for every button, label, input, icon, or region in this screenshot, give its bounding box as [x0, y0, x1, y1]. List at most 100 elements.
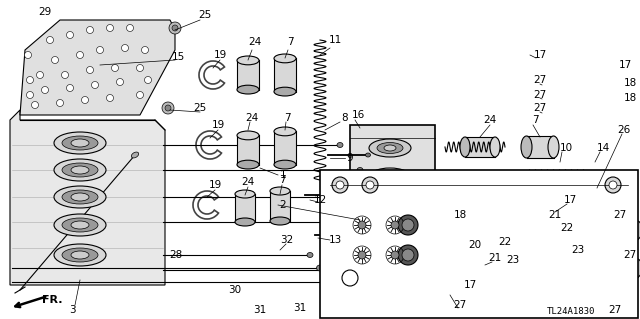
- Text: 27: 27: [453, 300, 467, 310]
- Text: 20: 20: [468, 240, 481, 250]
- Ellipse shape: [131, 152, 139, 158]
- Bar: [274, 58, 296, 92]
- Bar: [235, 194, 255, 222]
- Ellipse shape: [377, 253, 403, 263]
- Ellipse shape: [453, 220, 463, 240]
- Text: 21: 21: [548, 210, 562, 220]
- Text: 25: 25: [193, 103, 207, 113]
- Ellipse shape: [270, 187, 290, 195]
- Ellipse shape: [307, 253, 313, 257]
- Ellipse shape: [384, 202, 396, 208]
- Ellipse shape: [357, 167, 363, 173]
- Text: 27: 27: [609, 305, 621, 315]
- Text: FR.: FR.: [42, 295, 63, 305]
- Ellipse shape: [62, 163, 98, 177]
- Bar: [435, 218, 449, 242]
- Text: 31: 31: [293, 303, 307, 313]
- Circle shape: [77, 51, 83, 58]
- Text: 7: 7: [278, 175, 285, 185]
- Ellipse shape: [274, 127, 296, 136]
- Bar: [458, 220, 498, 240]
- Ellipse shape: [377, 172, 403, 182]
- Text: 18: 18: [623, 78, 637, 88]
- Text: 8: 8: [342, 113, 348, 123]
- Text: 24: 24: [245, 113, 259, 123]
- Circle shape: [165, 105, 171, 111]
- Text: 19: 19: [211, 120, 225, 130]
- Ellipse shape: [317, 265, 323, 271]
- Text: 3: 3: [68, 305, 76, 315]
- Ellipse shape: [633, 221, 640, 239]
- Ellipse shape: [362, 177, 378, 193]
- Circle shape: [127, 25, 134, 32]
- Ellipse shape: [62, 136, 98, 150]
- Ellipse shape: [398, 245, 418, 265]
- Circle shape: [92, 81, 99, 88]
- Ellipse shape: [391, 221, 399, 229]
- Text: 12: 12: [314, 195, 326, 205]
- Text: 19: 19: [209, 180, 221, 190]
- Text: 7: 7: [284, 113, 291, 123]
- Ellipse shape: [550, 221, 559, 239]
- Text: 15: 15: [172, 52, 184, 62]
- Text: 23: 23: [506, 255, 520, 265]
- Ellipse shape: [581, 256, 590, 274]
- Ellipse shape: [398, 215, 418, 235]
- Circle shape: [42, 86, 49, 93]
- Ellipse shape: [348, 233, 353, 237]
- Circle shape: [26, 92, 33, 99]
- Ellipse shape: [493, 255, 503, 275]
- Polygon shape: [10, 110, 165, 285]
- Text: 27: 27: [533, 75, 547, 85]
- Ellipse shape: [270, 217, 290, 225]
- Ellipse shape: [365, 153, 371, 157]
- Ellipse shape: [384, 145, 396, 151]
- Text: 1: 1: [280, 170, 286, 180]
- Ellipse shape: [602, 259, 611, 277]
- Text: 10: 10: [559, 143, 573, 153]
- Text: 18: 18: [453, 210, 467, 220]
- Circle shape: [97, 47, 104, 54]
- Ellipse shape: [384, 255, 396, 261]
- Bar: [237, 60, 259, 90]
- Text: 27: 27: [623, 250, 637, 260]
- Ellipse shape: [237, 85, 259, 94]
- Ellipse shape: [237, 131, 259, 140]
- Text: 19: 19: [213, 50, 227, 60]
- Text: 27: 27: [613, 210, 627, 220]
- Circle shape: [36, 71, 44, 78]
- Circle shape: [111, 64, 118, 71]
- Circle shape: [51, 56, 58, 63]
- Ellipse shape: [358, 251, 366, 259]
- Ellipse shape: [550, 286, 559, 304]
- Circle shape: [162, 102, 174, 114]
- Circle shape: [31, 101, 38, 108]
- Text: 17: 17: [463, 280, 477, 290]
- Circle shape: [86, 26, 93, 33]
- Circle shape: [81, 97, 88, 103]
- Ellipse shape: [369, 269, 411, 287]
- Ellipse shape: [391, 251, 399, 259]
- Ellipse shape: [384, 275, 396, 281]
- Text: TL24A1830: TL24A1830: [547, 307, 596, 316]
- Circle shape: [56, 100, 63, 107]
- Circle shape: [61, 71, 68, 78]
- Ellipse shape: [460, 137, 470, 157]
- Ellipse shape: [453, 285, 463, 305]
- Ellipse shape: [54, 132, 106, 154]
- Ellipse shape: [377, 199, 403, 211]
- Ellipse shape: [326, 279, 333, 285]
- Ellipse shape: [377, 272, 403, 284]
- Bar: [458, 285, 498, 305]
- Ellipse shape: [348, 193, 353, 197]
- Circle shape: [122, 44, 129, 51]
- Ellipse shape: [54, 186, 106, 208]
- Text: 30: 30: [228, 285, 241, 295]
- Bar: [527, 136, 554, 158]
- Ellipse shape: [352, 219, 358, 225]
- Text: 23: 23: [572, 245, 584, 255]
- Ellipse shape: [453, 255, 463, 275]
- Ellipse shape: [237, 160, 259, 169]
- Bar: [435, 248, 449, 272]
- Ellipse shape: [449, 259, 461, 271]
